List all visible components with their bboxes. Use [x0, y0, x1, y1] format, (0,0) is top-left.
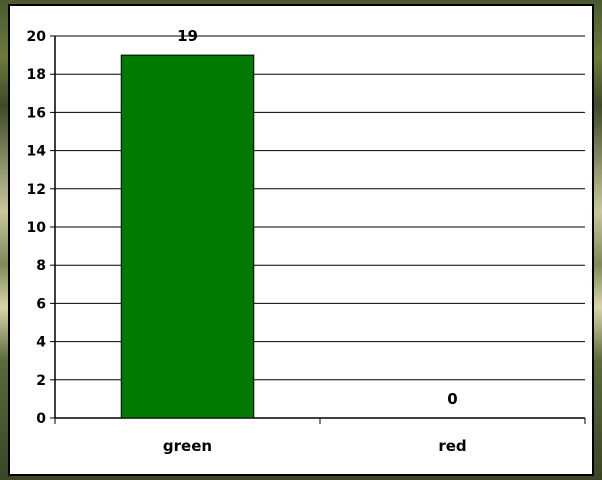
data-label-red: 0 [447, 390, 457, 408]
y-tick-label: 8 [36, 258, 46, 274]
y-tick-label: 14 [27, 144, 47, 160]
category-label-green: green [163, 437, 212, 455]
bar-green [120, 54, 255, 419]
y-tick-label: 10 [27, 220, 47, 236]
y-tick-label: 4 [36, 335, 46, 351]
y-tick-label: 18 [27, 67, 46, 83]
y-tick-label: 20 [27, 29, 47, 45]
y-tick-label: 12 [27, 182, 46, 198]
y-tick-label: 0 [36, 411, 46, 427]
y-tick-label: 2 [36, 373, 46, 389]
y-tick-label: 6 [36, 296, 46, 312]
y-tick-label: 16 [27, 105, 46, 121]
data-label-green: 19 [177, 27, 198, 45]
category-label-red: red [438, 437, 466, 455]
chart-frame [8, 4, 594, 476]
